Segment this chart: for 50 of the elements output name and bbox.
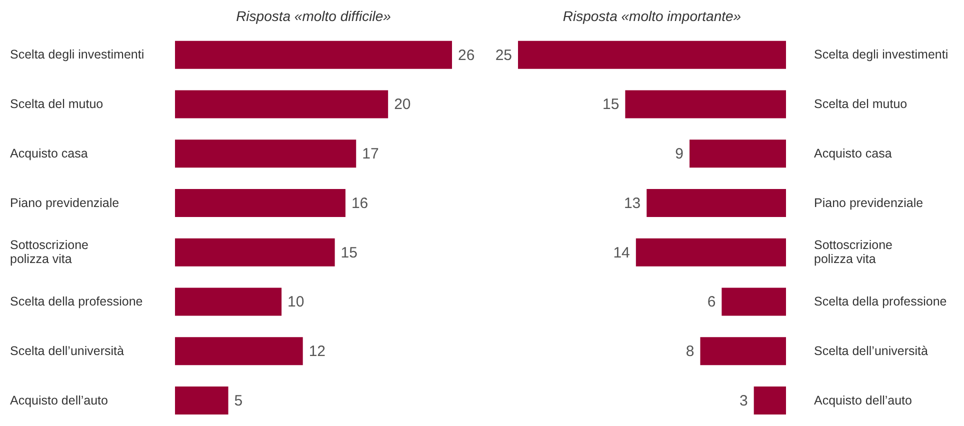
data-label: 14 — [613, 244, 630, 262]
data-label: 6 — [707, 294, 716, 311]
bar — [700, 337, 786, 366]
data-label: 26 — [458, 46, 475, 64]
data-label: 16 — [351, 194, 368, 212]
y-tick-label: Scelta dell’università — [814, 344, 928, 358]
y-tick-label: Piano previdenziale — [10, 196, 120, 210]
chart-title: Risposta «molto importante» — [562, 8, 742, 26]
bar — [175, 288, 282, 316]
y-tick-label: Scelta degli investimenti — [814, 48, 948, 62]
y-tick-label: Scelta del mutuo — [10, 97, 104, 112]
data-label: 10 — [288, 294, 304, 311]
y-tick-label: Sottoscrizione polizza vita — [814, 238, 893, 266]
bar — [636, 238, 786, 266]
bar — [690, 140, 786, 168]
bar — [625, 90, 786, 118]
y-tick-label: Scelta del mutuo — [814, 97, 908, 112]
data-label: 5 — [234, 392, 243, 410]
y-tick-label: Acquisto casa — [10, 146, 88, 160]
data-label: 12 — [308, 343, 326, 360]
bar — [175, 90, 388, 118]
bar — [175, 40, 452, 69]
bar — [646, 188, 786, 217]
data-label: 3 — [739, 392, 748, 410]
data-label: 25 — [495, 46, 512, 64]
bar — [754, 386, 786, 414]
y-tick-label: Sottoscrizione polizza vita — [10, 238, 89, 266]
y-tick-label: Scelta degli investimenti — [10, 48, 144, 62]
bar — [175, 188, 346, 217]
y-tick-label: Scelta dell’università — [10, 344, 124, 358]
y-tick-label: Acquisto casa — [814, 146, 892, 160]
y-tick-label: Scelta della professione — [814, 294, 947, 309]
data-label: 15 — [602, 96, 620, 114]
y-tick-label: Scelta della professione — [10, 294, 143, 309]
y-tick-label: Acquisto dell’auto — [814, 393, 912, 408]
y-tick-label: Acquisto dell’auto — [10, 393, 108, 408]
data-label: 17 — [362, 146, 379, 163]
data-label: 8 — [686, 343, 694, 360]
bar — [175, 238, 335, 266]
bar — [175, 337, 303, 366]
bar — [175, 386, 228, 414]
chart-title: Risposta «molto difficile» — [235, 8, 392, 26]
bar — [518, 40, 786, 69]
y-tick-label: Piano previdenziale — [814, 196, 924, 210]
data-label: 9 — [675, 146, 684, 163]
data-label: 13 — [624, 194, 641, 212]
data-label: 15 — [340, 244, 358, 262]
bar — [175, 140, 356, 168]
data-label: 20 — [394, 96, 411, 114]
bar — [722, 288, 786, 316]
